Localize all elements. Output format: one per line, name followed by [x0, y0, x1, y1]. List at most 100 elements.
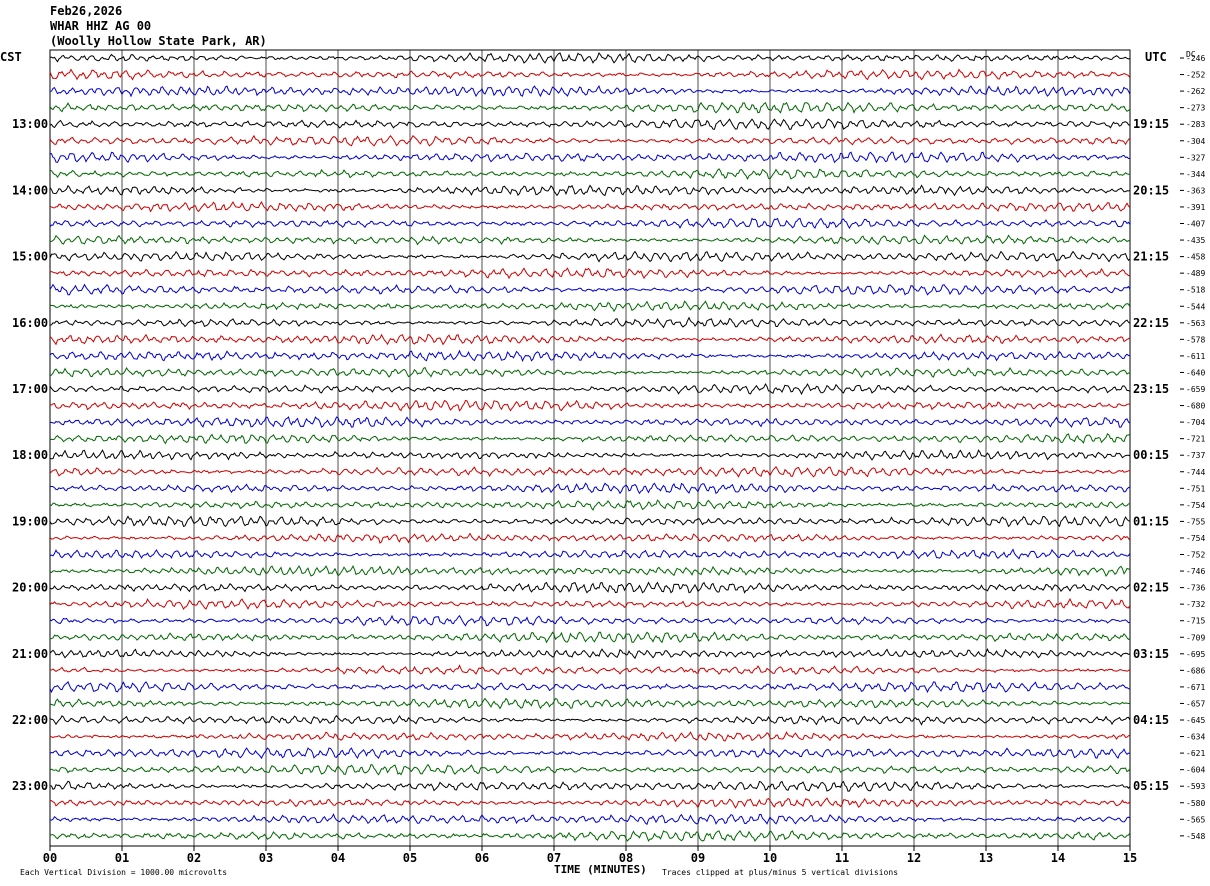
dc-offset-label: -544 [1186, 302, 1205, 311]
labels: CST UTC DC TIME (MINUTES) Each Vertical … [0, 50, 1205, 877]
seismic-trace [49, 830, 1131, 842]
seismic-trace [49, 598, 1131, 610]
dc-offset-label: -580 [1186, 799, 1205, 808]
left-timezone-label: CST [0, 50, 22, 64]
x-tick-label: 08 [619, 851, 633, 865]
dc-offset-label: -657 [1186, 699, 1205, 708]
seismic-trace [49, 797, 1131, 809]
x-tick-label: 05 [403, 851, 417, 865]
dc-offset-label: -327 [1186, 153, 1205, 162]
dc-offset-label: -746 [1186, 567, 1205, 576]
x-tick-label: 06 [475, 851, 489, 865]
left-hour-label: 22:00 [12, 713, 48, 727]
seismic-trace [49, 813, 1131, 826]
x-tick-label: 10 [763, 851, 777, 865]
x-tick-label: 00 [43, 851, 57, 865]
dc-offset-label: -304 [1186, 137, 1205, 146]
dc-offset-label: -611 [1186, 352, 1205, 361]
left-hour-label: 13:00 [12, 117, 48, 131]
seismic-trace [49, 631, 1131, 644]
seismic-trace [49, 465, 1131, 478]
dc-offset-label: -252 [1186, 71, 1205, 80]
dc-offset-label: -407 [1186, 220, 1205, 229]
dc-offset-label: -640 [1186, 368, 1205, 377]
seismic-trace [49, 349, 1131, 363]
dc-offset-label: -704 [1186, 418, 1205, 427]
seismic-trace [49, 101, 1131, 115]
dc-offset-label: -391 [1186, 203, 1205, 212]
x-tick-label: 13 [979, 851, 993, 865]
right-hour-label: 22:15 [1133, 316, 1169, 330]
dc-offset-label: -565 [1186, 815, 1205, 824]
left-hour-label: 15:00 [12, 250, 48, 264]
dc-offset-label: -721 [1186, 435, 1205, 444]
dc-offset-label: -680 [1186, 402, 1205, 411]
clip-note: Traces clipped at plus/minus 5 vertical … [662, 868, 898, 877]
dc-offset-label: -273 [1186, 104, 1205, 113]
dc-offset-label: -737 [1186, 451, 1205, 460]
x-tick-label: 02 [187, 851, 201, 865]
scale-note: Each Vertical Division = 1000.00 microvo… [20, 868, 227, 877]
dc-offset-label: -754 [1186, 534, 1205, 543]
seismic-trace [49, 283, 1131, 296]
right-hour-label: 00:15 [1133, 448, 1169, 462]
right-hour-label: 04:15 [1133, 713, 1169, 727]
right-hour-label: 21:15 [1133, 250, 1169, 264]
seismic-trace [49, 515, 1131, 528]
seismic-trace [49, 680, 1131, 694]
dc-offset-label: -755 [1186, 517, 1205, 526]
dc-offset-label: -744 [1186, 468, 1205, 477]
station-channel: WHAR HHZ AG 00 [50, 19, 152, 33]
right-hour-label: 23:15 [1133, 382, 1169, 396]
seismic-trace [49, 416, 1131, 428]
seismic-trace [49, 548, 1131, 560]
x-tick-label: 11 [835, 851, 849, 865]
seismic-trace [49, 134, 1131, 147]
x-tick-label: 03 [259, 851, 273, 865]
dc-offset-label: -659 [1186, 385, 1205, 394]
left-hour-label: 17:00 [12, 382, 48, 396]
left-hour-label: 14:00 [12, 183, 48, 197]
seismic-trace [49, 333, 1131, 346]
seismic-trace [49, 731, 1131, 743]
right-timezone-label: UTC [1145, 50, 1167, 64]
seismic-trace [49, 250, 1131, 263]
dc-offset-label: -736 [1186, 584, 1205, 593]
seismic-trace [49, 316, 1131, 329]
seismic-trace [49, 366, 1131, 378]
seismic-trace [49, 780, 1131, 792]
dc-offset-label: -489 [1186, 269, 1205, 278]
dc-offset-label: -604 [1186, 766, 1205, 775]
seismic-trace [49, 200, 1131, 213]
seismic-trace [49, 382, 1131, 396]
seismic-trace [49, 714, 1131, 726]
dc-offset-label: -671 [1186, 683, 1205, 692]
dc-offset-label: -283 [1186, 120, 1205, 129]
seismic-trace [49, 482, 1131, 495]
seismic-trace [49, 300, 1131, 313]
dc-offset-label: -709 [1186, 633, 1205, 642]
x-tick-label: 14 [1051, 851, 1065, 865]
dc-offset-label: -563 [1186, 319, 1205, 328]
dc-offset-label: -593 [1186, 782, 1205, 791]
seismic-trace [49, 68, 1131, 81]
dc-offset-label: -548 [1186, 832, 1205, 841]
seismic-trace [49, 399, 1131, 412]
seismic-trace [49, 648, 1131, 660]
seismic-trace [49, 697, 1131, 710]
dc-offset-label: -246 [1186, 54, 1205, 63]
dc-offset-label: -344 [1186, 170, 1205, 179]
dc-offset-label: -686 [1186, 666, 1205, 675]
seismic-trace [49, 217, 1131, 230]
dc-offset-label: -752 [1186, 551, 1205, 560]
seismic-trace [49, 564, 1131, 577]
dc-offset-label: -578 [1186, 335, 1205, 344]
right-hour-label: 03:15 [1133, 647, 1169, 661]
dc-offset-label: -518 [1186, 286, 1205, 295]
x-tick-label: 15 [1123, 851, 1137, 865]
x-axis-title: TIME (MINUTES) [554, 863, 647, 876]
dc-offset-label: -262 [1186, 87, 1205, 96]
seismic-trace [49, 664, 1131, 676]
right-hour-label: 20:15 [1133, 183, 1169, 197]
